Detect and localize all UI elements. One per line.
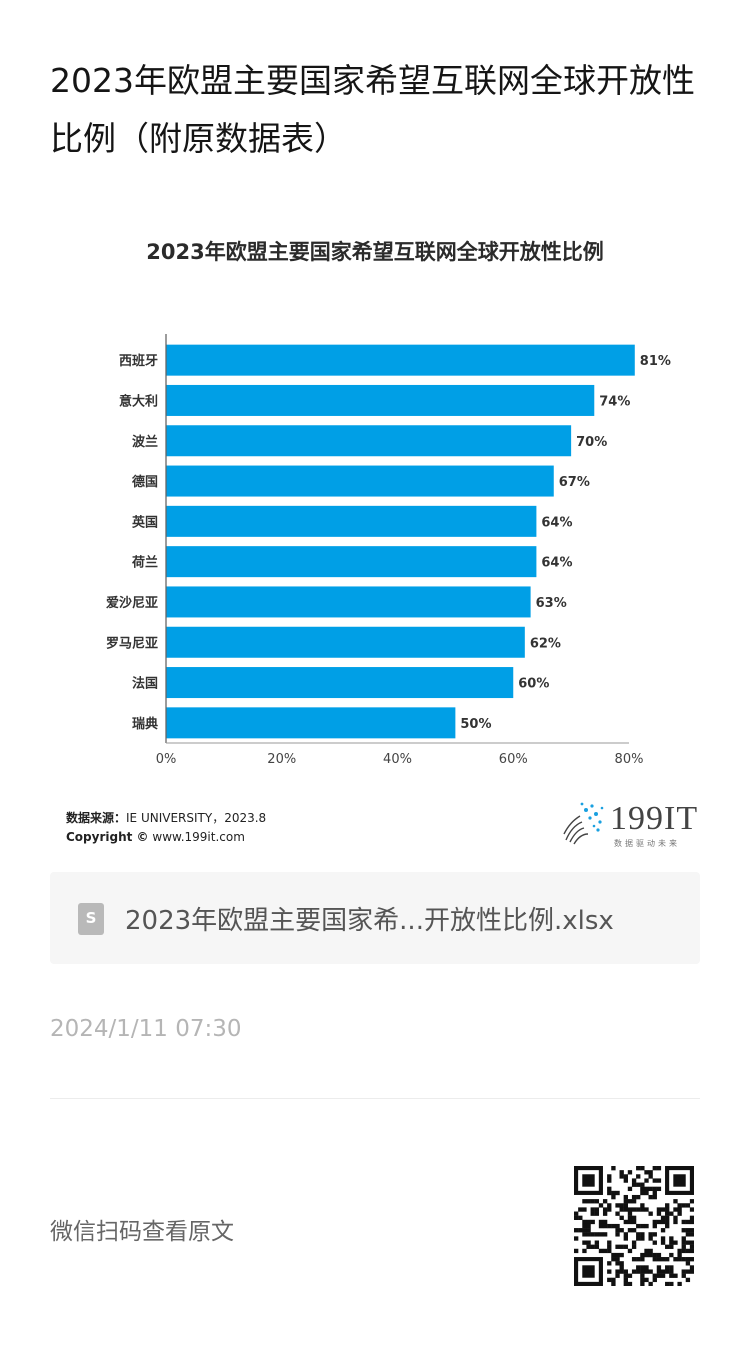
x-tick-label: 0% <box>156 752 177 767</box>
chart-title: 2023年欧盟主要国家希望互联网全球开放性比例 <box>146 240 604 264</box>
data-label: 50% <box>460 717 491 732</box>
bar <box>166 344 635 376</box>
data-label: 60% <box>518 677 549 692</box>
qr-code-icon[interactable] <box>574 1166 694 1286</box>
bar <box>166 425 572 457</box>
copyright: Copyright © www.199it.com <box>66 830 245 844</box>
bar <box>166 465 554 497</box>
category-label: 爱沙尼亚 <box>106 595 158 611</box>
data-label: 81% <box>640 354 671 369</box>
bar <box>166 667 514 699</box>
category-label: 罗马尼亚 <box>106 636 158 651</box>
199it-logo-icon <box>563 802 604 845</box>
copyright-label: Copyright © <box>66 830 149 844</box>
copyright-url: www.199it.com <box>152 830 245 844</box>
data-label: 64% <box>541 556 572 571</box>
page-title: 2023年欧盟主要国家希望互联网全球开放性比例（附原数据表） <box>50 61 695 158</box>
logo-subtitle: 数据驱动未来 <box>614 839 680 848</box>
bar <box>166 707 456 739</box>
divider <box>50 1098 700 1099</box>
data-label: 64% <box>541 515 572 530</box>
x-tick-label: 80% <box>615 752 644 767</box>
attachment-card[interactable]: S 2023年欧盟主要国家希...开放性比例.xlsx <box>50 872 700 964</box>
bar-chart: 西班牙 81% 意大利 74% 波兰 70% 德国 67% 英国 64% 荷兰 64% 爱沙尼亚 63% 罗… <box>106 334 671 767</box>
bar <box>166 384 595 416</box>
category-label: 意大利 <box>119 393 158 409</box>
bar <box>166 505 537 537</box>
data-label: 74% <box>599 394 630 409</box>
category-label: 波兰 <box>132 434 158 450</box>
category-label: 法国 <box>132 676 158 692</box>
data-label: 70% <box>576 435 607 450</box>
category-label: 德国 <box>132 474 158 490</box>
data-label: 63% <box>536 596 567 611</box>
attachment-filename[interactable]: 2023年欧盟主要国家希...开放性比例.xlsx <box>125 906 614 936</box>
source-label: 数据来源： <box>66 811 127 825</box>
spreadsheet-file-icon: S <box>78 903 104 935</box>
category-label: 英国 <box>131 514 158 530</box>
bar <box>166 586 531 618</box>
publish-date: 2024/1/11 07:30 <box>50 1016 242 1042</box>
data-source: 数据来源：IE UNIVERSITY，2023.8 <box>66 809 266 826</box>
data-label: 62% <box>530 636 561 651</box>
bar <box>166 626 525 658</box>
source-text: IE UNIVERSITY，2023.8 <box>126 811 267 825</box>
category-label: 西班牙 <box>119 353 158 369</box>
x-tick-label: 20% <box>267 752 296 767</box>
logo-text: 199IT <box>610 800 699 837</box>
bar <box>166 546 537 578</box>
scan-prompt: 微信扫码查看原文 <box>50 1219 234 1245</box>
x-tick-label: 60% <box>499 752 528 767</box>
x-tick-label: 40% <box>383 752 412 767</box>
category-label: 荷兰 <box>131 555 158 571</box>
category-label: 瑞典 <box>132 716 158 732</box>
data-label: 67% <box>559 475 590 490</box>
